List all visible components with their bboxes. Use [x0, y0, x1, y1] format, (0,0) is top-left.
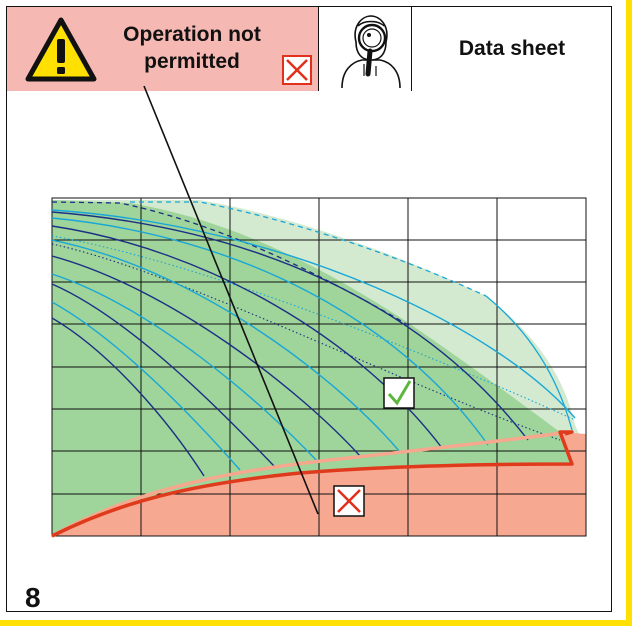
page-title: Data sheet	[458, 37, 566, 60]
curve-dark-4	[52, 283, 275, 467]
chart-zones	[52, 200, 586, 536]
dotted-dark	[52, 243, 561, 441]
check-icon	[383, 377, 415, 409]
dotted-light	[52, 235, 576, 421]
warning-triangle-icon	[25, 17, 97, 82]
inspector-icon-box	[330, 7, 412, 91]
curve-light-2	[52, 239, 401, 453]
pointer-line	[143, 85, 319, 515]
permitted-zone-fill	[52, 200, 580, 536]
inspector-magnifier-icon	[341, 15, 401, 88]
curve-light-5	[52, 209, 576, 419]
permitted-zone	[52, 200, 560, 470]
curve-dark-1	[52, 211, 529, 441]
lower-limit-light	[51, 430, 571, 538]
chart-curves	[52, 201, 576, 477]
lower-limit-line	[51, 430, 574, 538]
warning-text: Operation not permitted	[112, 21, 272, 75]
cross-icon	[333, 485, 365, 517]
envelope-dashed-light	[130, 201, 487, 297]
warning-banner: Operation not permitted	[7, 7, 319, 91]
curve-light-1	[52, 217, 489, 446]
warning-line-1: Operation not	[123, 23, 261, 46]
curve-dark-3	[52, 255, 361, 457]
curve-light-4	[52, 301, 241, 471]
chart-grid	[51, 197, 587, 537]
page-number: 8	[25, 582, 41, 613]
envelope-light-edge	[485, 295, 573, 431]
curve-dark-5	[52, 317, 205, 477]
cross-icon	[282, 55, 312, 85]
yellow-edge-bottom	[0, 620, 632, 626]
curve-light-3	[52, 273, 319, 463]
warning-line-2: permitted	[144, 50, 240, 73]
yellow-edge-right	[626, 0, 632, 626]
